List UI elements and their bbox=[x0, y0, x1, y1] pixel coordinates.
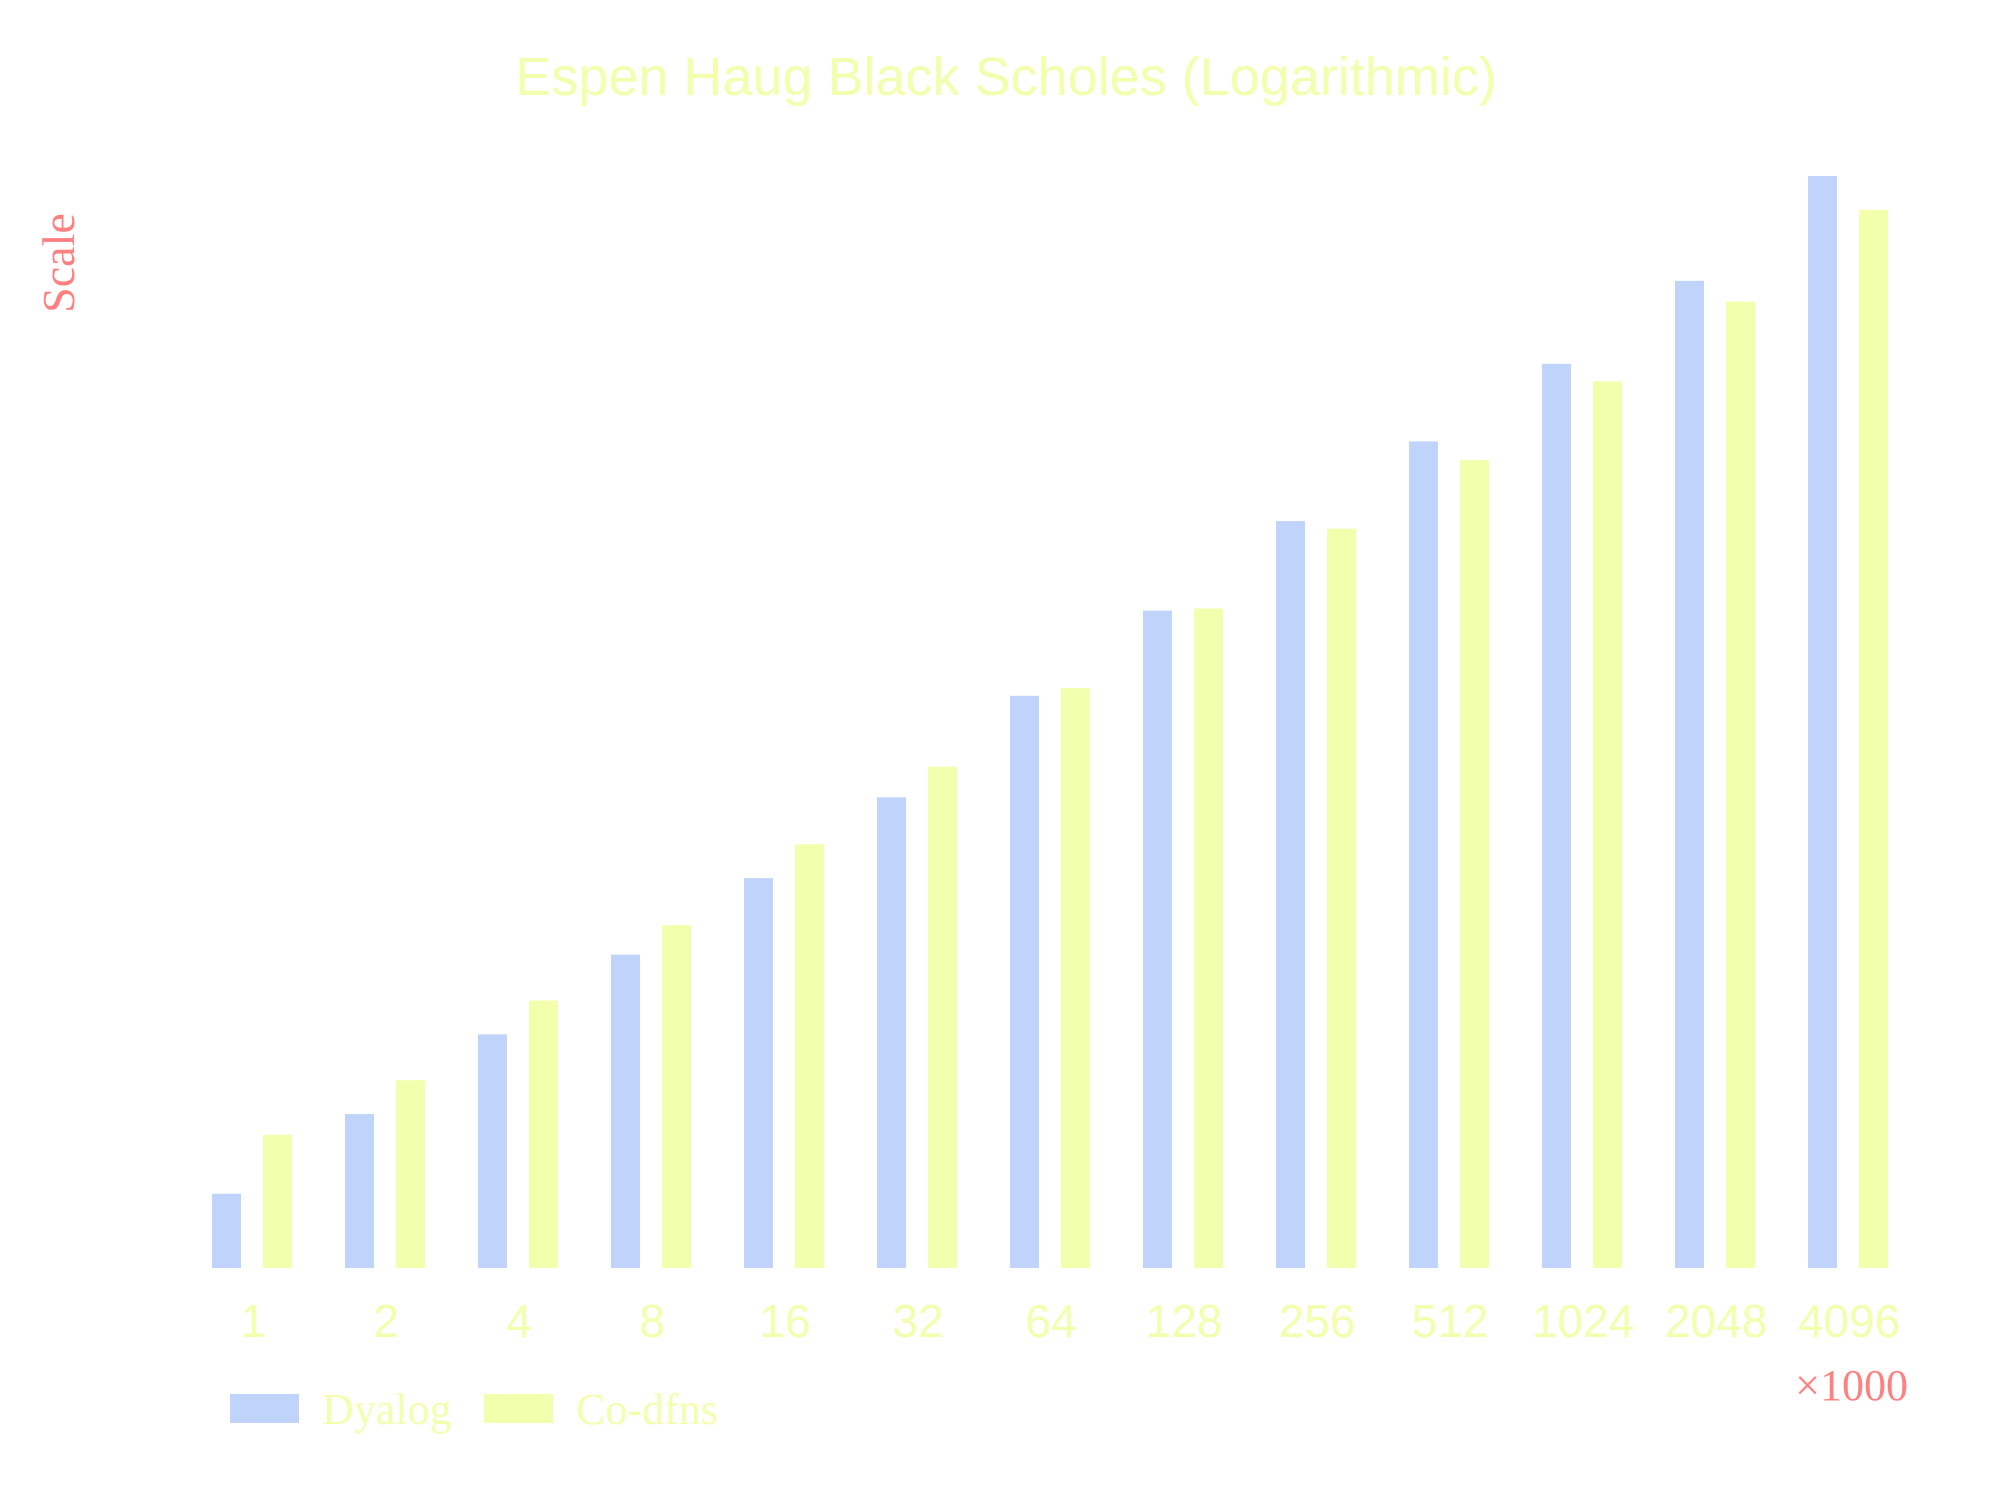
bar-co-dfns-512 bbox=[1460, 459, 1489, 1268]
x-tick-label: 2048 bbox=[1665, 1295, 1767, 1347]
bar-co-dfns-64 bbox=[1061, 688, 1090, 1268]
x-tick-label: 1024 bbox=[1532, 1295, 1634, 1347]
legend-label-co-dfns: Co-dfns bbox=[576, 1385, 718, 1434]
x-tick-label: 32 bbox=[892, 1295, 943, 1347]
bar-co-dfns-8 bbox=[662, 925, 691, 1268]
bar-dyalog-32 bbox=[877, 797, 906, 1268]
bar-co-dfns-4 bbox=[529, 1000, 558, 1268]
x-axis-unit: ×1000 bbox=[1795, 1361, 1908, 1410]
bar-dyalog-2048 bbox=[1675, 280, 1704, 1268]
bar-dyalog-128 bbox=[1143, 610, 1172, 1268]
y-axis-label: Scale bbox=[33, 213, 84, 313]
bar-dyalog-512 bbox=[1409, 441, 1438, 1269]
bar-co-dfns-16 bbox=[795, 844, 824, 1268]
x-tick-label: 2 bbox=[373, 1295, 399, 1347]
bar-dyalog-2 bbox=[345, 1114, 374, 1268]
x-tick-label: 8 bbox=[639, 1295, 665, 1347]
x-tick-label: 1 bbox=[240, 1295, 266, 1347]
x-tick-label: 16 bbox=[759, 1295, 810, 1347]
bar-co-dfns-1 bbox=[263, 1134, 292, 1268]
bar-dyalog-1024 bbox=[1542, 363, 1571, 1269]
bar-dyalog-8 bbox=[611, 954, 640, 1268]
bar-co-dfns-128 bbox=[1194, 608, 1223, 1268]
bar-co-dfns-1024 bbox=[1593, 381, 1622, 1268]
bar-co-dfns-32 bbox=[928, 766, 957, 1268]
x-tick-label: 256 bbox=[1279, 1295, 1356, 1347]
x-tick-label: 512 bbox=[1412, 1295, 1489, 1347]
legend-swatch-co-dfns bbox=[484, 1394, 553, 1423]
x-tick-label: 128 bbox=[1146, 1295, 1223, 1347]
bar-co-dfns-2 bbox=[396, 1080, 425, 1268]
bar-co-dfns-2048 bbox=[1726, 301, 1755, 1269]
bar-dyalog-16 bbox=[744, 878, 773, 1268]
legend-label-dyalog: Dyalog bbox=[322, 1385, 452, 1434]
x-tick-label: 4 bbox=[506, 1295, 532, 1347]
legend: Dyalog Co-dfns bbox=[230, 1385, 718, 1434]
bar-co-dfns-256 bbox=[1327, 528, 1356, 1268]
bar-dyalog-4096 bbox=[1808, 176, 1837, 1268]
x-tick-labels: 1 2 4 8 16 32 64 128 256 512 1024 2048 4096 bbox=[240, 1295, 1900, 1347]
bar-co-dfns-4096 bbox=[1859, 209, 1888, 1268]
bar-dyalog-256 bbox=[1276, 521, 1305, 1268]
bar-dyalog-64 bbox=[1010, 695, 1039, 1268]
bars-group bbox=[212, 176, 1888, 1269]
x-tick-label: 4096 bbox=[1798, 1295, 1900, 1347]
x-tick-label: 64 bbox=[1025, 1295, 1076, 1347]
legend-swatch-dyalog bbox=[230, 1394, 299, 1423]
bar-dyalog-4 bbox=[478, 1034, 507, 1268]
chart-title: Espen Haug Black Scholes (Logarithmic) bbox=[515, 47, 1496, 107]
bar-dyalog-1 bbox=[212, 1193, 241, 1268]
